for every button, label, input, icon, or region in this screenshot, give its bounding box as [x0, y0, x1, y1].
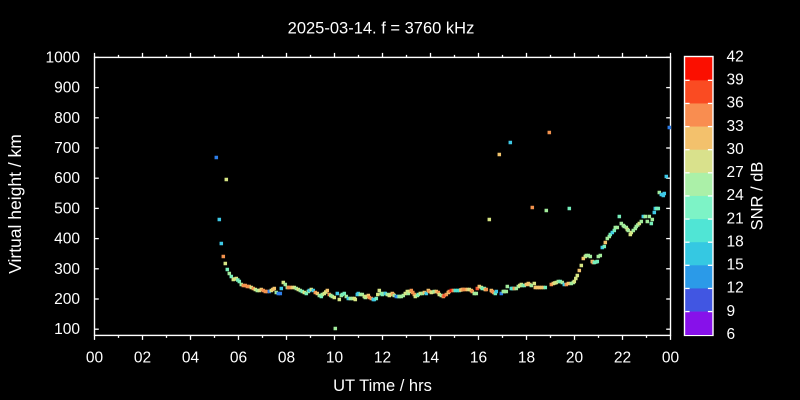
svg-text:33: 33: [727, 118, 744, 135]
svg-text:Virtual height / km: Virtual height / km: [5, 134, 25, 274]
svg-text:16: 16: [470, 350, 487, 367]
svg-text:02: 02: [134, 350, 151, 367]
svg-text:00: 00: [662, 350, 680, 367]
svg-text:800: 800: [54, 110, 80, 127]
svg-text:12: 12: [727, 280, 744, 297]
svg-text:14: 14: [422, 350, 440, 367]
svg-text:100: 100: [54, 321, 80, 338]
svg-text:9: 9: [727, 303, 736, 320]
svg-text:21: 21: [727, 210, 744, 227]
svg-text:20: 20: [566, 350, 584, 367]
svg-text:1000: 1000: [46, 49, 81, 66]
svg-text:18: 18: [727, 233, 744, 250]
svg-text:00: 00: [86, 350, 104, 367]
svg-text:10: 10: [326, 350, 344, 367]
svg-text:08: 08: [278, 350, 295, 367]
svg-text:06: 06: [230, 350, 247, 367]
svg-text:42: 42: [727, 48, 744, 65]
svg-text:600: 600: [54, 170, 80, 187]
svg-text:200: 200: [54, 291, 80, 308]
svg-text:700: 700: [54, 140, 80, 157]
svg-text:18: 18: [518, 350, 535, 367]
svg-text:900: 900: [54, 80, 80, 97]
svg-text:400: 400: [54, 231, 80, 248]
svg-text:30: 30: [727, 141, 745, 158]
svg-text:2025-03-14. f = 3760 kHz: 2025-03-14. f = 3760 kHz: [288, 20, 475, 38]
svg-text:SNR / dB: SNR / dB: [749, 162, 767, 231]
svg-text:15: 15: [727, 257, 744, 274]
svg-text:04: 04: [182, 350, 200, 367]
svg-text:6: 6: [727, 326, 736, 343]
svg-text:39: 39: [727, 72, 744, 89]
svg-text:12: 12: [374, 350, 391, 367]
svg-text:22: 22: [614, 350, 631, 367]
svg-text:UT Time / hrs: UT Time / hrs: [333, 377, 432, 395]
svg-text:300: 300: [54, 261, 80, 278]
svg-text:500: 500: [54, 200, 80, 217]
svg-text:27: 27: [727, 164, 744, 181]
svg-text:36: 36: [727, 95, 744, 112]
svg-text:24: 24: [727, 187, 745, 204]
